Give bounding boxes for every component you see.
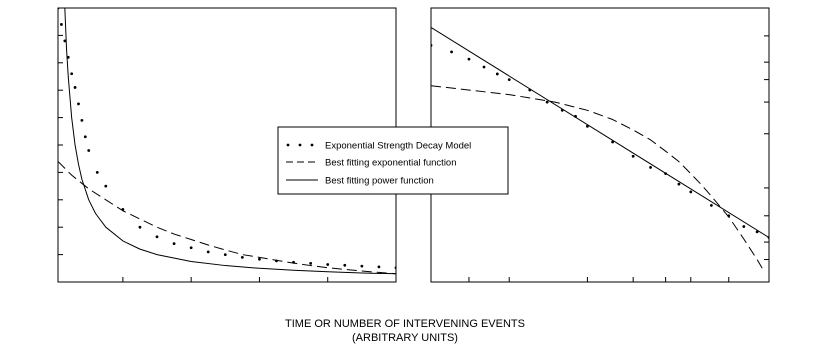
right-panel [430,7,770,283]
data-point [172,242,176,246]
series-line-exponential [58,161,396,275]
legend: Exponential Strength Decay Model Best fi… [277,126,509,195]
data-point [258,257,261,261]
legend-label-exponential: Best fitting exponential function [325,158,457,169]
legend-entry-power: Best fitting power function [286,176,434,187]
data-point [87,149,91,152]
legend-box [277,126,509,195]
data-point [83,135,87,139]
data-point [507,78,511,81]
data-point [223,253,227,256]
legend-label-model: Exponential Strength Decay Model [325,141,471,152]
series-line-power [64,8,396,275]
data-point [689,190,693,194]
plot-area [431,26,769,271]
data-point [326,263,330,266]
legend-marker-dot [286,143,290,147]
series-line-power [431,26,769,238]
data-point [450,50,453,54]
data-point [104,184,108,188]
data-point [73,86,77,89]
legend-entry-exponential: Best fitting exponential function [286,158,457,169]
data-point [649,166,652,169]
data-point [80,118,84,122]
legend-marker-dot [310,143,314,147]
data-point [70,72,74,76]
data-point [95,171,99,174]
legend-marker-dot [298,143,302,147]
data-point [742,225,746,228]
data-point [495,72,499,76]
data-point [189,246,193,250]
data-point [360,264,364,268]
data-point [394,266,396,270]
data-point [155,235,159,239]
data-point [709,203,713,207]
data-point [240,255,244,259]
data-point [138,225,142,229]
x-axis-label: TIME OR NUMBER OF INTERVENING EVENTS [285,318,525,330]
data-point [343,263,347,267]
data-point [482,65,486,69]
data-point [467,57,471,61]
legend-label-power: Best fitting power function [325,176,434,187]
data-point [206,250,210,254]
data-point [58,8,60,10]
data-point [60,23,63,26]
data-point [377,265,381,269]
data-point [545,100,549,104]
legend-entry-model: Exponential Strength Decay Model [286,141,471,152]
x-axis-sublabel: (ARBITRARY UNITS) [352,332,458,344]
data-point [631,154,635,158]
series-line-exponential [431,85,764,271]
data-point [77,102,80,106]
data-point [677,182,681,186]
data-point [431,43,433,47]
data-point [63,39,67,43]
plot-area [58,8,396,275]
data-point [309,261,313,265]
